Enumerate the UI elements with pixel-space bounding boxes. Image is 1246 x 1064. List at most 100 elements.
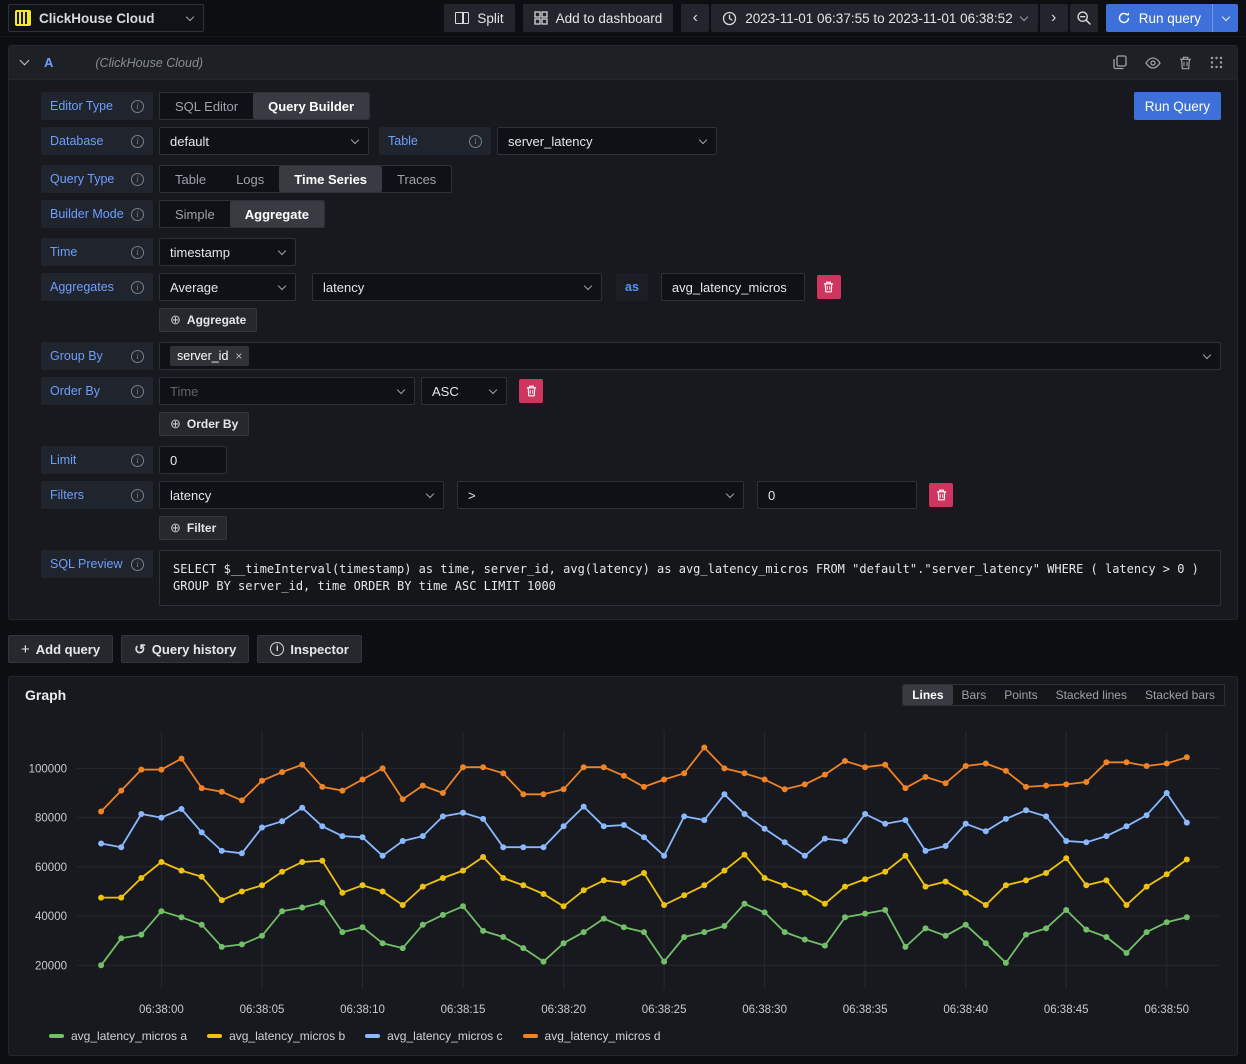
series-point[interactable]	[1063, 838, 1070, 844]
remove-tag-icon[interactable]: ×	[235, 349, 243, 363]
series-point[interactable]	[721, 923, 728, 929]
series-point[interactable]	[1183, 754, 1190, 761]
series-point[interactable]	[399, 796, 406, 803]
series-point[interactable]	[178, 914, 185, 921]
series-point[interactable]	[620, 772, 627, 779]
series-point[interactable]	[500, 844, 507, 851]
series-point[interactable]	[942, 843, 949, 849]
time-forward-button[interactable]: ›	[1039, 4, 1068, 32]
series-point[interactable]	[982, 760, 989, 767]
series-point[interactable]	[942, 878, 949, 885]
legend-item[interactable]: avg_latency_micros a	[49, 1029, 187, 1043]
series-point[interactable]	[198, 785, 205, 792]
series-point[interactable]	[1043, 870, 1050, 876]
series-point[interactable]	[1183, 819, 1190, 826]
series-point[interactable]	[319, 823, 326, 830]
series-point[interactable]	[520, 945, 527, 952]
add-aggregate-button[interactable]: ⊕ Aggregate	[159, 308, 258, 332]
series-point[interactable]	[299, 859, 306, 865]
series-point[interactable]	[218, 847, 225, 854]
series-point[interactable]	[902, 785, 909, 792]
series-point[interactable]	[359, 834, 366, 841]
series-point[interactable]	[399, 945, 406, 952]
series-point[interactable]	[118, 787, 125, 794]
series-point[interactable]	[661, 776, 668, 783]
series-point[interactable]	[922, 883, 929, 890]
series-point[interactable]	[259, 882, 265, 889]
series-point[interactable]	[178, 867, 185, 874]
series-point[interactable]	[801, 936, 808, 943]
series-point[interactable]	[862, 764, 869, 771]
series-point[interactable]	[540, 958, 547, 965]
series-point[interactable]	[98, 808, 105, 815]
series-point[interactable]	[681, 934, 688, 940]
series-point[interactable]	[319, 899, 326, 906]
aggregate-alias-input[interactable]	[660, 273, 805, 301]
series-point[interactable]	[460, 903, 466, 910]
series-point[interactable]	[1163, 760, 1170, 767]
series-point[interactable]	[902, 943, 909, 950]
delete-query-icon[interactable]	[1179, 56, 1192, 70]
series-point[interactable]	[439, 875, 446, 881]
series-point[interactable]	[1063, 907, 1070, 913]
graph-style-stacked-bars[interactable]: Stacked bars	[1144, 688, 1215, 702]
series-point[interactable]	[1163, 790, 1170, 796]
series-point[interactable]	[158, 814, 165, 821]
series-point[interactable]	[339, 929, 346, 936]
series-point[interactable]	[319, 857, 326, 864]
series-point[interactable]	[721, 765, 728, 772]
series-point[interactable]	[641, 870, 647, 876]
order-by-field-select[interactable]: Time	[159, 377, 415, 405]
series-point[interactable]	[641, 834, 647, 841]
series-point[interactable]	[942, 932, 949, 939]
series-point[interactable]	[962, 820, 969, 827]
series-point[interactable]	[1023, 783, 1029, 790]
chart-area[interactable]: 20000 40000 60000 80000 100000 06:38:00 06:38:…	[9, 713, 1237, 1023]
run-query-dropdown[interactable]	[1212, 4, 1238, 32]
series-point[interactable]	[238, 850, 245, 857]
series-point[interactable]	[1083, 882, 1090, 889]
legend-item[interactable]: avg_latency_micros d	[522, 1029, 661, 1043]
aggregate-function-select[interactable]: Average	[159, 273, 296, 301]
series-point[interactable]	[520, 844, 527, 851]
series-point[interactable]	[1083, 839, 1090, 846]
drag-handle-icon[interactable]	[1210, 56, 1223, 69]
series-point[interactable]	[1123, 759, 1130, 766]
series-point[interactable]	[600, 877, 607, 884]
series-point[interactable]	[118, 935, 125, 942]
time-range-picker[interactable]: 2023-11-01 06:37:55 to 2023-11-01 06:38:…	[711, 4, 1038, 32]
series-point[interactable]	[1023, 807, 1029, 814]
inspector-button[interactable]: i Inspector	[257, 635, 362, 663]
series-point[interactable]	[419, 921, 426, 928]
series-point[interactable]	[238, 888, 245, 895]
editor-type-option-query-builder[interactable]: Query Builder	[253, 93, 370, 119]
delete-aggregate-button[interactable]	[816, 275, 841, 299]
series-point[interactable]	[138, 766, 145, 773]
filter-value-input[interactable]	[757, 481, 917, 509]
series-point[interactable]	[218, 788, 225, 795]
series-point[interactable]	[540, 791, 547, 798]
series-point[interactable]	[721, 867, 728, 874]
builder-mode-option-simple[interactable]: Simple	[175, 206, 215, 222]
series-point[interactable]	[580, 803, 587, 810]
series-point[interactable]	[882, 820, 889, 827]
series-point[interactable]	[842, 883, 848, 890]
legend-item[interactable]: avg_latency_micros b	[207, 1029, 345, 1043]
series-point[interactable]	[218, 943, 225, 950]
legend-item[interactable]: avg_latency_micros c	[365, 1029, 503, 1043]
series-point[interactable]	[279, 769, 286, 776]
series-point[interactable]	[842, 914, 848, 921]
series-point[interactable]	[661, 902, 668, 908]
series-point[interactable]	[1002, 767, 1009, 774]
series-point[interactable]	[1123, 902, 1130, 908]
series-point[interactable]	[1103, 877, 1110, 884]
split-button[interactable]: Split	[444, 4, 515, 32]
series-point[interactable]	[741, 900, 748, 907]
series-point[interactable]	[158, 766, 165, 773]
series-point[interactable]	[801, 852, 808, 859]
series-point[interactable]	[681, 892, 688, 899]
series-point[interactable]	[419, 833, 426, 840]
graph-style-points[interactable]: Points	[1004, 688, 1038, 702]
series-point[interactable]	[600, 764, 607, 771]
graph-style-lines[interactable]: Lines	[903, 685, 953, 705]
